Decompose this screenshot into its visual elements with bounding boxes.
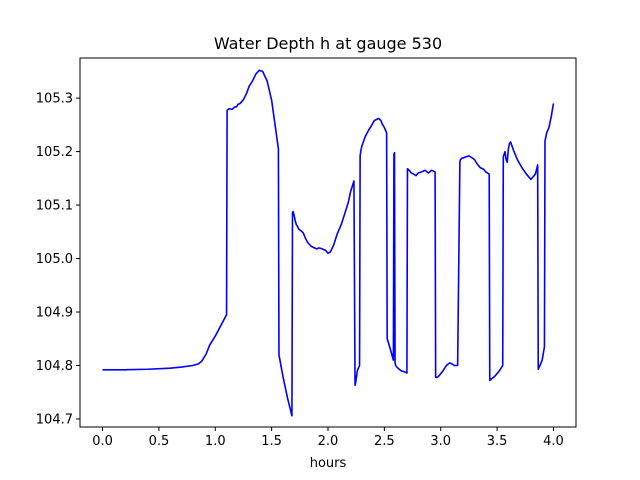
x-axis: 0.0 0.5 1.0 1.5 2.0 2.5 3.0 3.5 4.0 <box>92 427 564 449</box>
plot-frame <box>79 57 577 428</box>
y-tick-label: 105.2 <box>36 145 73 160</box>
plot-series <box>102 69 555 417</box>
y-tick-label: 104.8 <box>36 359 73 374</box>
x-axis-label: hours <box>310 456 347 471</box>
x-tick-label: 0.0 <box>92 434 113 449</box>
x-tick-label: 0.5 <box>149 434 170 449</box>
y-tick-label: 105.1 <box>36 199 73 214</box>
x-tick-label: 2.0 <box>318 434 339 449</box>
series-line-0 <box>102 69 555 417</box>
y-axis: 104.7 104.8 104.9 105.0 105.1 105.2 105.3 <box>36 92 80 427</box>
x-tick-label: 4.0 <box>543 434 564 449</box>
y-tick-label: 104.9 <box>36 306 73 321</box>
x-tick-label: 3.0 <box>430 434 451 449</box>
x-tick-label: 3.5 <box>487 434 508 449</box>
x-tick-label: 1.0 <box>205 434 226 449</box>
chart-title: Water Depth h at gauge 530 <box>214 34 442 53</box>
y-tick-label: 104.7 <box>36 412 73 427</box>
y-tick-label: 105.0 <box>36 252 73 267</box>
y-tick-label: 105.3 <box>36 92 73 107</box>
x-tick-label: 1.5 <box>261 434 282 449</box>
x-tick-label: 2.5 <box>374 434 395 449</box>
